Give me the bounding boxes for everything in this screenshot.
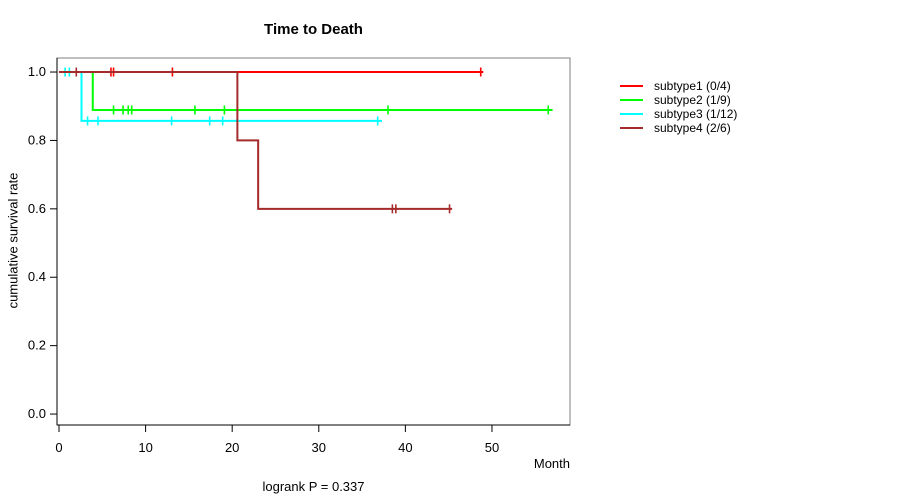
y-tick-label: 0.6 — [28, 201, 46, 216]
x-tick-label: 0 — [55, 440, 62, 455]
plot-box — [56, 57, 571, 426]
x-tick-label: 40 — [398, 440, 412, 455]
y-tick-label: 0.8 — [28, 132, 46, 147]
logrank-annotation: logrank P = 0.337 — [262, 479, 365, 494]
y-tick-label: 0.0 — [28, 406, 46, 421]
chart-title: Time to Death — [264, 21, 363, 38]
legend-label: subtype3 (1/12) — [654, 107, 738, 121]
legend-item: subtype4 (2/6) — [620, 121, 737, 135]
legend-line-swatch — [620, 127, 643, 129]
y-tick-label: 0.2 — [28, 338, 46, 353]
legend-item: subtype2 (1/9) — [620, 93, 737, 107]
x-tick-label: 10 — [138, 440, 152, 455]
legend-label: subtype4 (2/6) — [654, 121, 731, 135]
y-tick-label: 0.4 — [28, 269, 46, 284]
survival-curve-2 — [58, 71, 553, 111]
survival-curve-3 — [58, 71, 382, 122]
legend-label: subtype1 (0/4) — [654, 79, 731, 93]
y-axis-label: cumulative survival rate — [5, 172, 21, 309]
legend-label: subtype2 (1/9) — [654, 93, 731, 107]
x-tick-label: 50 — [485, 440, 499, 455]
legend-line-swatch — [620, 113, 643, 115]
legend-item: subtype1 (0/4) — [620, 79, 737, 93]
survival-curve-4 — [58, 71, 453, 210]
y-tick-label: 1.0 — [28, 64, 46, 79]
x-tick-label: 20 — [225, 440, 239, 455]
legend-item: subtype3 (1/12) — [620, 107, 737, 121]
legend: subtype1 (0/4) subtype2 (1/9) subtype3 (… — [620, 79, 737, 135]
legend-line-swatch — [620, 99, 643, 101]
x-tick-label: 30 — [312, 440, 326, 455]
legend-line-swatch — [620, 85, 643, 87]
x-axis-label: Month — [533, 456, 570, 471]
